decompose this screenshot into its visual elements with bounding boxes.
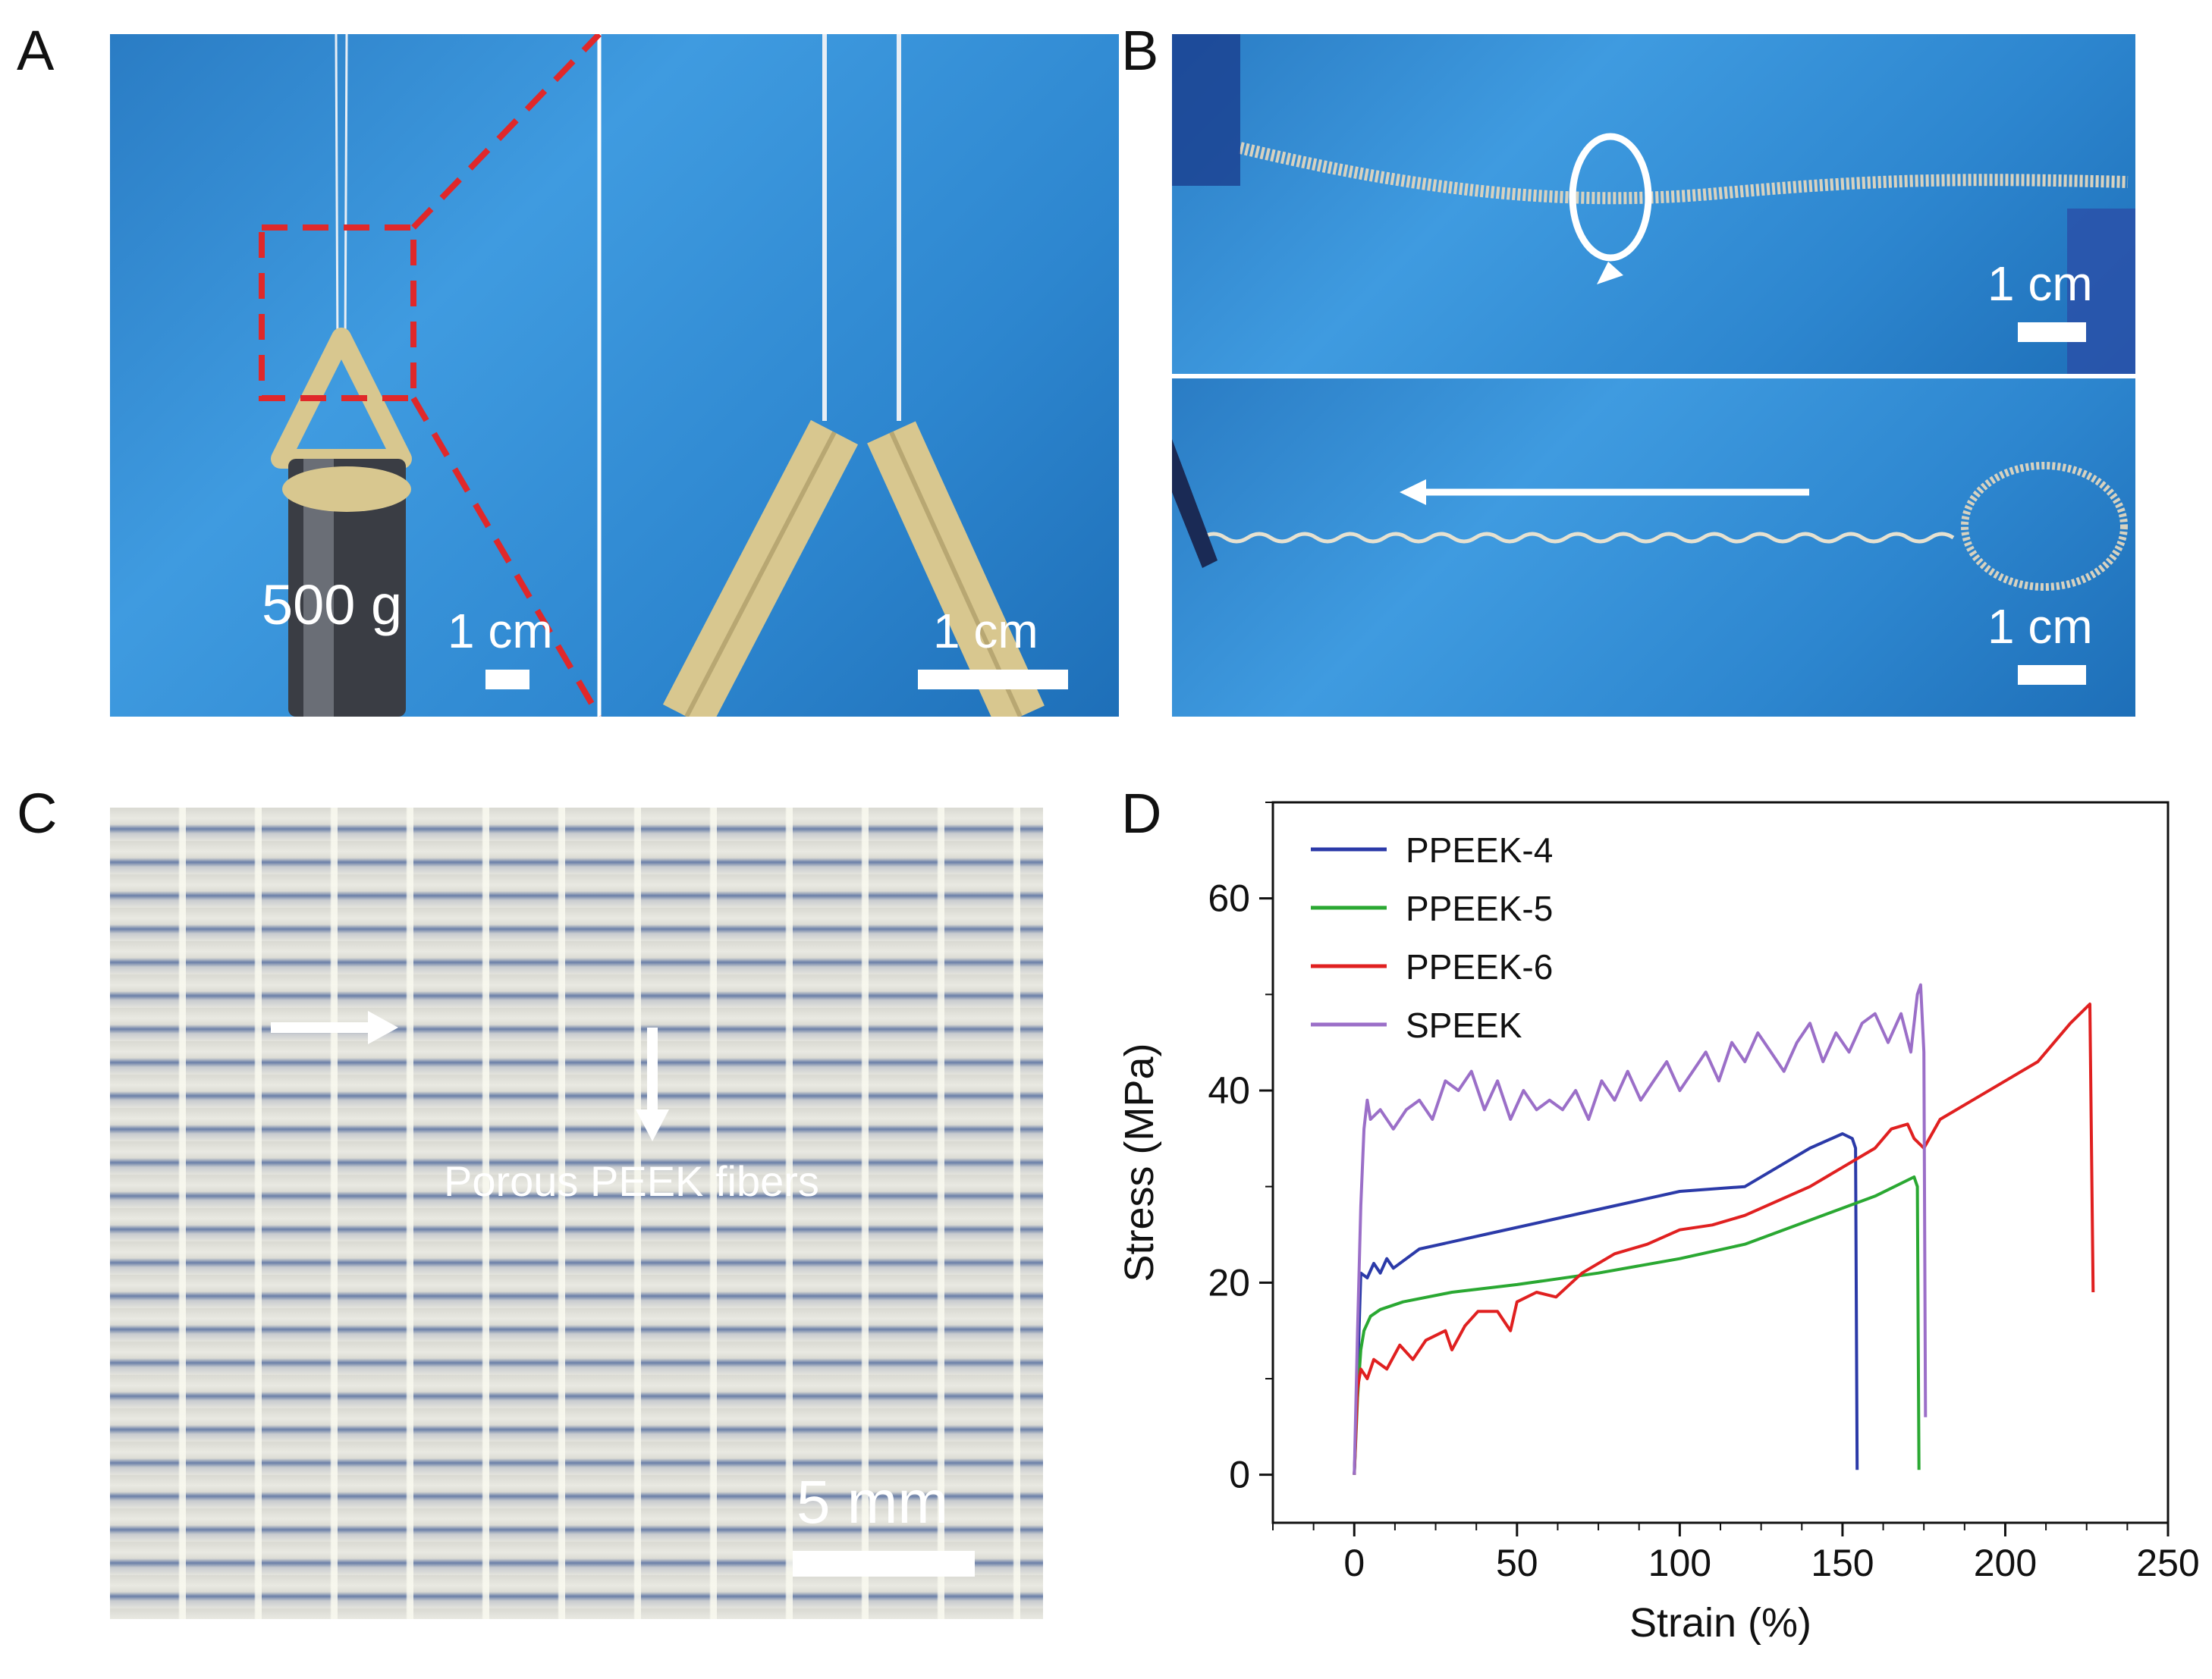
- legend-label-ppeek-6: PPEEK-6: [1406, 947, 1553, 987]
- x-tick-label: 250: [2136, 1542, 2199, 1584]
- x-tick-label: 50: [1496, 1542, 1538, 1584]
- scale-label-b-top: 1 cm: [1987, 256, 2093, 311]
- scale-label-a-left: 1 cm: [448, 604, 553, 658]
- panel-a-photo: 500 g 1 cm 1 cm: [110, 34, 1119, 717]
- weight-label: 500 g: [262, 573, 403, 636]
- panel-b-top-photo: 1 cm: [1172, 34, 2135, 374]
- x-tick-label: 100: [1648, 1542, 1711, 1584]
- y-tick-label: 40: [1208, 1069, 1250, 1112]
- y-tick-label: 0: [1229, 1454, 1250, 1496]
- x-axis-label: Strain (%): [1629, 1600, 1811, 1646]
- series-line-ppeek-4: [1353, 1132, 1859, 1475]
- scale-label-a-right: 1 cm: [933, 604, 1038, 658]
- panel-label-d: D: [1121, 782, 1162, 845]
- x-tick-label: 150: [1811, 1542, 1874, 1584]
- panel-b-bottom-illustration: [1172, 439, 2128, 591]
- panel-b-bottom-photo: 1 cm: [1172, 378, 2135, 717]
- scale-bar-b-top: [2018, 322, 2086, 342]
- y-tick-label: 20: [1208, 1261, 1250, 1304]
- scale-label-b-bottom: 1 cm: [1987, 599, 2093, 654]
- scale-bar-a-left: [485, 670, 529, 689]
- panel-a-illustration: [259, 34, 1045, 717]
- panel-b-top-illustration: [1172, 34, 2135, 374]
- scale-bar-b-bottom: [2018, 665, 2086, 685]
- stress-strain-chart: 0 50 100 150 200 250 0 20 40 60 Strain (%) Stress (…: [1117, 801, 2200, 1646]
- series-line-ppeek-5: [1353, 1175, 1921, 1475]
- panel-label-b: B: [1121, 19, 1159, 82]
- scale-bar-a-right: [918, 670, 1068, 689]
- y-tick-label: 60: [1208, 877, 1250, 920]
- porous-peek-fibers-annotation: Porous PEEK fibers: [444, 1157, 819, 1205]
- panel-c-arrows: [271, 1011, 669, 1141]
- series-line-ppeek-6: [1353, 1003, 2095, 1475]
- series-line-speek: [1353, 983, 1928, 1475]
- legend-label-ppeek-4: PPEEK-4: [1406, 830, 1553, 870]
- y-axis-label: Stress (MPa): [1117, 1043, 1162, 1282]
- legend-label-speek: SPEEK: [1406, 1006, 1522, 1045]
- scale-label-c: 5 mm: [797, 1468, 948, 1536]
- x-tick-label: 200: [1974, 1542, 2037, 1584]
- scale-bar-c: [793, 1551, 975, 1577]
- panel-label-c: C: [17, 782, 58, 845]
- legend-label-ppeek-5: PPEEK-5: [1406, 889, 1553, 928]
- panel-label-a: A: [17, 19, 55, 82]
- x-tick-label: 0: [1343, 1542, 1365, 1584]
- panel-c-photo: Porous PEEK fibers 5 mm: [110, 808, 1043, 1619]
